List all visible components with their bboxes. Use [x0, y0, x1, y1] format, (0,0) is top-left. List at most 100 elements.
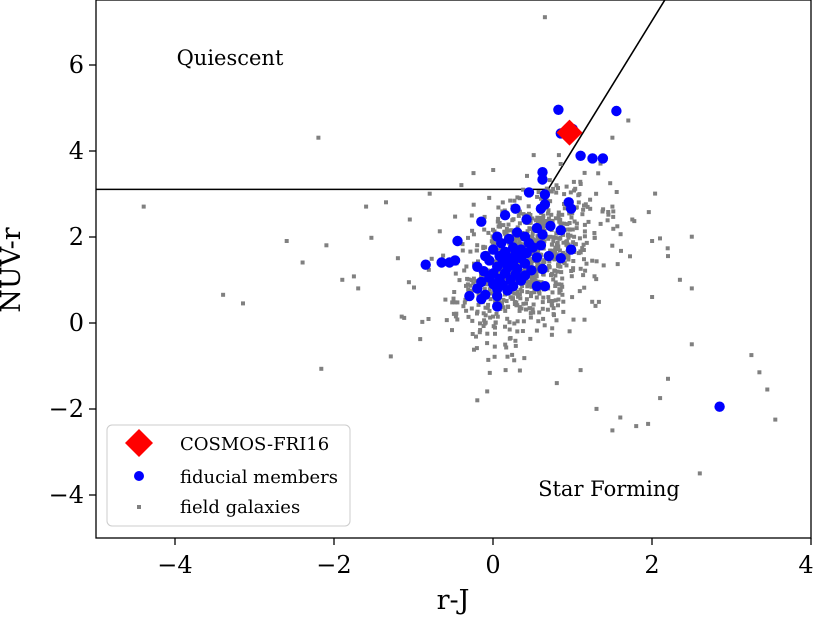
y-tick-label: −4 — [49, 481, 84, 509]
field-galaxy-point — [441, 253, 446, 258]
field-galaxy-point — [546, 188, 551, 193]
field-galaxy-point — [551, 239, 556, 244]
field-galaxy-point — [569, 274, 574, 279]
field-galaxy-point — [492, 344, 497, 349]
field-galaxy-point — [572, 219, 577, 224]
field-galaxy-point — [514, 303, 519, 308]
field-galaxy-point — [578, 179, 583, 184]
field-galaxy-point — [521, 319, 526, 324]
field-galaxy-point — [566, 254, 571, 258]
field-galaxy-point — [529, 294, 533, 299]
field-galaxy-point — [697, 471, 702, 476]
field-galaxy-point — [481, 246, 486, 250]
field-galaxy-point — [461, 304, 466, 309]
field-galaxy-point — [626, 118, 631, 123]
field-galaxy-point — [517, 308, 522, 313]
field-galaxy-point — [453, 314, 458, 319]
field-galaxy-point — [535, 234, 540, 239]
field-galaxy-point — [420, 319, 425, 324]
field-galaxy-point — [512, 299, 517, 304]
field-galaxy-point — [528, 315, 533, 320]
fiducial-member-point — [523, 187, 535, 198]
field-galaxy-point — [455, 300, 460, 305]
field-galaxy-point — [141, 204, 146, 209]
field-galaxy-point — [528, 274, 533, 279]
field-galaxy-point — [486, 302, 491, 307]
field-galaxy-point — [369, 235, 374, 240]
field-galaxy-point — [510, 352, 515, 357]
axes-frame — [95, 0, 812, 539]
field-galaxy-point — [605, 218, 610, 223]
field-galaxy-point — [488, 291, 493, 296]
field-galaxy-point — [388, 354, 393, 359]
field-galaxy-point — [513, 343, 518, 348]
field-galaxy-point — [487, 370, 492, 375]
fiducial-member-point — [545, 220, 556, 232]
field-galaxy-point — [515, 195, 520, 200]
field-galaxy-point — [658, 236, 662, 241]
field-galaxy-point — [525, 279, 530, 284]
field-galaxy-point — [547, 299, 551, 304]
field-galaxy-point — [482, 287, 487, 292]
field-galaxy-point — [567, 227, 572, 232]
y-tick-label: −2 — [49, 395, 84, 423]
field-galaxy-point — [580, 212, 585, 217]
field-galaxy-point — [646, 210, 651, 215]
field-galaxy-point — [531, 310, 536, 315]
field-galaxy-point — [650, 239, 655, 243]
x-axis-ticks: −4 −2 0 2 4 — [157, 538, 814, 579]
field-galaxy-point — [510, 218, 515, 223]
legend-square-marker — [137, 505, 141, 509]
field-galaxy-point — [549, 189, 554, 194]
field-galaxy-point — [565, 222, 570, 227]
field-galaxy-point — [399, 314, 404, 319]
field-galaxy-point — [517, 236, 522, 241]
field-galaxy-point — [601, 207, 606, 212]
field-galaxy-point — [525, 173, 529, 178]
field-galaxy-point — [506, 305, 511, 309]
field-galaxy-point — [628, 254, 632, 259]
field-galaxy-point — [464, 308, 469, 313]
field-galaxy-point — [590, 258, 595, 263]
field-galaxy-point — [560, 284, 565, 289]
field-galaxy-point — [537, 237, 542, 242]
field-galaxy-point — [521, 301, 526, 306]
field-galaxy-point — [559, 282, 564, 287]
field-galaxy-point — [534, 274, 539, 279]
field-galaxy-point — [551, 277, 556, 282]
field-galaxy-point — [476, 302, 481, 307]
field-galaxy-point — [532, 290, 537, 295]
field-galaxy-point — [508, 198, 513, 203]
field-galaxy-point — [567, 329, 572, 334]
field-galaxy-point — [578, 266, 583, 271]
field-galaxy-point — [564, 240, 568, 245]
fiducial-member-point — [537, 263, 548, 275]
field-galaxy-point — [485, 389, 490, 394]
field-galaxy-point — [549, 212, 554, 217]
field-galaxy-point — [634, 424, 639, 429]
field-galaxy-point — [496, 216, 501, 221]
field-galaxy-point — [517, 305, 522, 310]
field-galaxy-point — [611, 214, 616, 219]
field-galaxy-point — [557, 217, 562, 222]
field-galaxy-point — [527, 306, 532, 311]
field-galaxy-point — [578, 250, 583, 255]
legend-diamond-marker — [125, 429, 153, 457]
field-galaxy-point — [594, 406, 599, 411]
field-galaxy-point — [466, 287, 471, 292]
field-galaxy-point — [611, 226, 616, 231]
field-galaxy-point — [550, 290, 555, 295]
field-galaxy-point — [494, 311, 499, 316]
field-galaxy-point — [517, 368, 522, 373]
field-galaxy-point — [462, 268, 467, 273]
field-galaxy-point — [476, 259, 480, 264]
fiducial-member-point — [539, 281, 551, 292]
field-galaxy-point — [487, 195, 492, 200]
field-galaxy-point — [547, 259, 552, 264]
field-galaxy-point — [581, 242, 586, 247]
field-galaxy-point — [549, 332, 554, 337]
field-galaxy-point — [511, 296, 515, 301]
field-galaxy-point — [553, 273, 558, 278]
field-galaxy-point — [596, 171, 601, 176]
field-galaxy-point — [402, 315, 407, 320]
